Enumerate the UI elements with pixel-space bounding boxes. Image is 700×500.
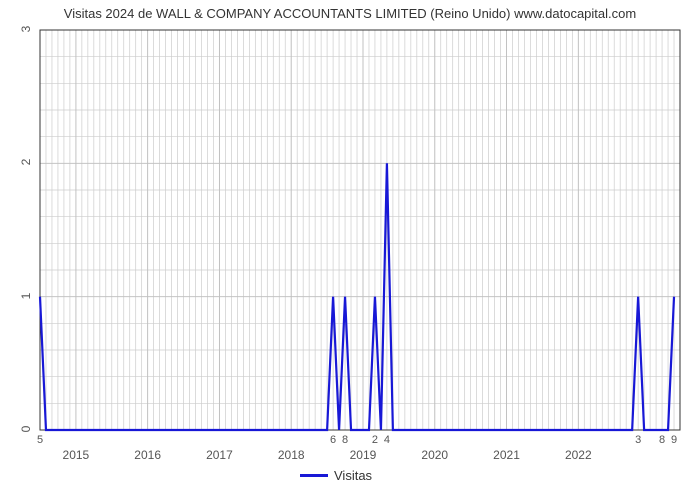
- y-tick-label: 3: [19, 21, 33, 37]
- x-minor-label: 6: [327, 434, 339, 446]
- x-tick-label: 2021: [487, 448, 527, 462]
- x-minor-label: 3: [632, 434, 644, 446]
- y-tick-label: 1: [19, 288, 33, 304]
- y-tick-label: 2: [19, 154, 33, 170]
- x-minor-label: 8: [339, 434, 351, 446]
- x-minor-label: 8: [656, 434, 668, 446]
- x-tick-label: 2017: [199, 448, 239, 462]
- x-tick-label: 2015: [56, 448, 96, 462]
- y-tick-label: 0: [19, 421, 33, 437]
- chart-svg: [0, 0, 700, 500]
- chart-container: Visitas 2024 de WALL & COMPANY ACCOUNTAN…: [0, 0, 700, 500]
- legend: Visitas: [300, 468, 372, 483]
- x-tick-label: 2020: [415, 448, 455, 462]
- x-tick-label: 2022: [558, 448, 598, 462]
- x-minor-label: 4: [381, 434, 393, 446]
- x-minor-label: 5: [34, 434, 46, 446]
- x-tick-label: 2018: [271, 448, 311, 462]
- x-minor-label: 9: [668, 434, 680, 446]
- x-tick-label: 2016: [128, 448, 168, 462]
- legend-swatch: [300, 474, 328, 477]
- x-tick-label: 2019: [343, 448, 383, 462]
- x-minor-label: 2: [369, 434, 381, 446]
- legend-label: Visitas: [334, 468, 372, 483]
